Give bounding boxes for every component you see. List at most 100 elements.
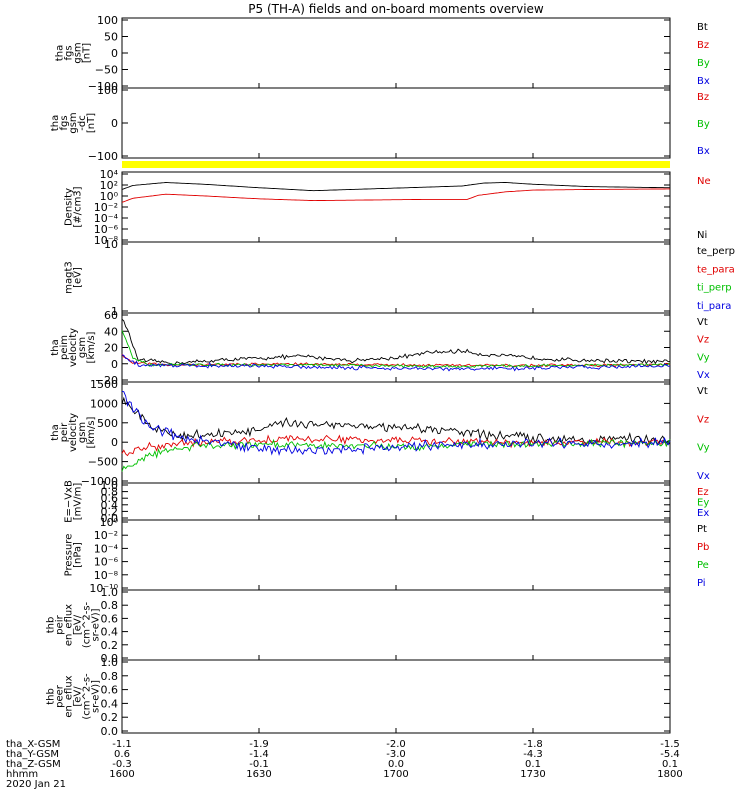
x-row-value: -0.3: [112, 759, 132, 770]
panel-frame: [121, 659, 671, 734]
x-row-label: tha_Y-GSM: [6, 749, 59, 760]
y-tick-label: 0.6: [101, 684, 119, 697]
y-tick-label: 60: [104, 309, 118, 322]
x-row-value: 1800: [657, 769, 682, 780]
y-tick-label: 20: [104, 342, 118, 355]
panel-magt3: magt3[eV]: [64, 241, 671, 314]
panel-fgs_dc: thafgsgsm-dc[nT]: [50, 87, 671, 159]
y-tick-label: 10⁻⁸: [94, 234, 119, 247]
y-tick-label: 0.2: [101, 639, 119, 652]
y-tick-label: 0.2: [101, 505, 119, 518]
legend-te_perp: te_perp: [697, 246, 735, 257]
legend-Vx: Vx: [697, 370, 710, 381]
y-tick-label: 1: [111, 305, 118, 318]
x-row-value: 1630: [246, 769, 271, 780]
y-tick-label: 10⁻⁴: [94, 212, 119, 225]
y-tick-label: 10⁻⁶: [94, 556, 119, 569]
panel-frame: [121, 241, 671, 314]
x-row-value: 1730: [520, 769, 545, 780]
panel-thb_peer: thbpeeren_eflux[eV/(cm^2-s-sr-eV)]: [46, 659, 671, 734]
x-row-label: tha_X-GSM: [6, 739, 60, 750]
y-tick-label: 10⁴: [100, 168, 119, 181]
yellow-band: [122, 161, 670, 168]
y-tick-label: −100: [88, 80, 118, 93]
y-tick-label: 0.8: [101, 486, 119, 499]
y-tick-label: 0.0: [101, 652, 119, 665]
x-row-value: 1600: [109, 769, 134, 780]
x-row-value: -1.9: [249, 739, 269, 750]
panel-frame: [121, 589, 671, 661]
y-tick-label: −1000: [81, 475, 118, 488]
y-axis-label: thbpeiren_eflux[eV/(cm^2-s-sr-eV)]: [46, 601, 102, 648]
y-tick-label: 0.2: [101, 711, 119, 724]
y-tick-label: 0: [111, 436, 118, 449]
panel-frame: [121, 381, 671, 484]
panel-density: Density[#/cm3]: [64, 171, 671, 243]
x-row-value: -5.4: [660, 749, 680, 760]
y-tick-label: 0.4: [101, 499, 119, 512]
y-tick-label: 0.6: [101, 612, 119, 625]
x-row-value: 1700: [383, 769, 408, 780]
panel-frame: [121, 171, 671, 243]
legend-Pi: Pi: [697, 578, 706, 589]
legend-Pb: Pb: [697, 542, 709, 553]
y-tick-label: 0.0: [101, 725, 119, 738]
legend-ti_perp: ti_perp: [697, 283, 732, 294]
x-row-value: -2.0: [386, 739, 406, 750]
y-tick-label: 500: [97, 417, 118, 430]
date-label: 2020 Jan 21: [6, 779, 66, 790]
y-tick-label: 10: [104, 238, 118, 251]
legend-Bx: Bx: [697, 146, 710, 157]
y-tick-label: 100: [97, 14, 118, 27]
x-row-value: -4.3: [523, 749, 543, 760]
y-tick-label: 0.4: [101, 697, 119, 710]
y-tick-label: 0: [111, 47, 118, 60]
y-tick-label: 0: [111, 358, 118, 371]
y-tick-label: 1.0: [101, 586, 119, 599]
y-tick-label: 1000: [90, 397, 118, 410]
x-row-value: -1.4: [249, 749, 269, 760]
x-row-value: -1.8: [523, 739, 543, 750]
y-axis-label: thapeimvelocitygsm[km/s]: [50, 328, 97, 367]
x-row-value: -1.1: [112, 739, 132, 750]
y-tick-label: 0.8: [101, 670, 119, 683]
legend-Vz: Vz: [697, 335, 709, 346]
legend-Vt: Vt: [697, 386, 708, 397]
y-tick-label: 0.8: [101, 599, 119, 612]
legend-Vx: Vx: [697, 471, 710, 482]
y-tick-label: 50: [104, 31, 118, 44]
series-Vt: [121, 318, 671, 365]
x-row-value: -1.5: [660, 739, 680, 750]
legend-Vz: Vz: [697, 414, 709, 425]
legend-Bt: Bt: [697, 22, 708, 33]
legend-Ez: Ez: [697, 487, 709, 498]
y-tick-label: 10⁰: [100, 516, 119, 529]
y-tick-label: 10⁰: [100, 190, 119, 203]
y-tick-label: 1500: [90, 378, 118, 391]
y-tick-label: −500: [88, 456, 118, 469]
y-tick-label: 1.0: [101, 656, 119, 669]
panel-frame: [121, 482, 671, 521]
y-axis-label: Density[#/cm3]: [64, 186, 84, 227]
legend-Bz: Bz: [697, 92, 709, 103]
y-tick-label: 10⁻⁶: [94, 223, 119, 236]
x-row-value: -0.1: [249, 759, 269, 770]
y-axis-label: thapeirvelocitygsm[km/s]: [50, 413, 97, 452]
legend-Ex: Ex: [697, 508, 709, 519]
y-tick-label: 10⁻¹⁰: [89, 582, 118, 595]
legend-Vy: Vy: [697, 443, 710, 454]
y-axis-label: magt3[eV]: [64, 261, 84, 294]
series-Ne: [121, 188, 670, 203]
legend-te_para: te_para: [697, 264, 735, 275]
panel-frame: [121, 87, 671, 159]
y-tick-label: 10⁻²: [94, 201, 118, 214]
x-row-value: 0.1: [525, 759, 541, 770]
panel-frame: [121, 312, 671, 383]
y-axis-label: thbpeeren_eflux[eV/(cm^2-s-sr-eV)]: [46, 673, 102, 720]
y-tick-label: 0.6: [101, 492, 119, 505]
series-Vz: [121, 434, 671, 457]
x-row-label: hhmm: [6, 769, 38, 780]
series-Vx: [121, 390, 671, 456]
y-tick-label: 0.4: [101, 626, 119, 639]
series-Vy: [121, 438, 671, 472]
